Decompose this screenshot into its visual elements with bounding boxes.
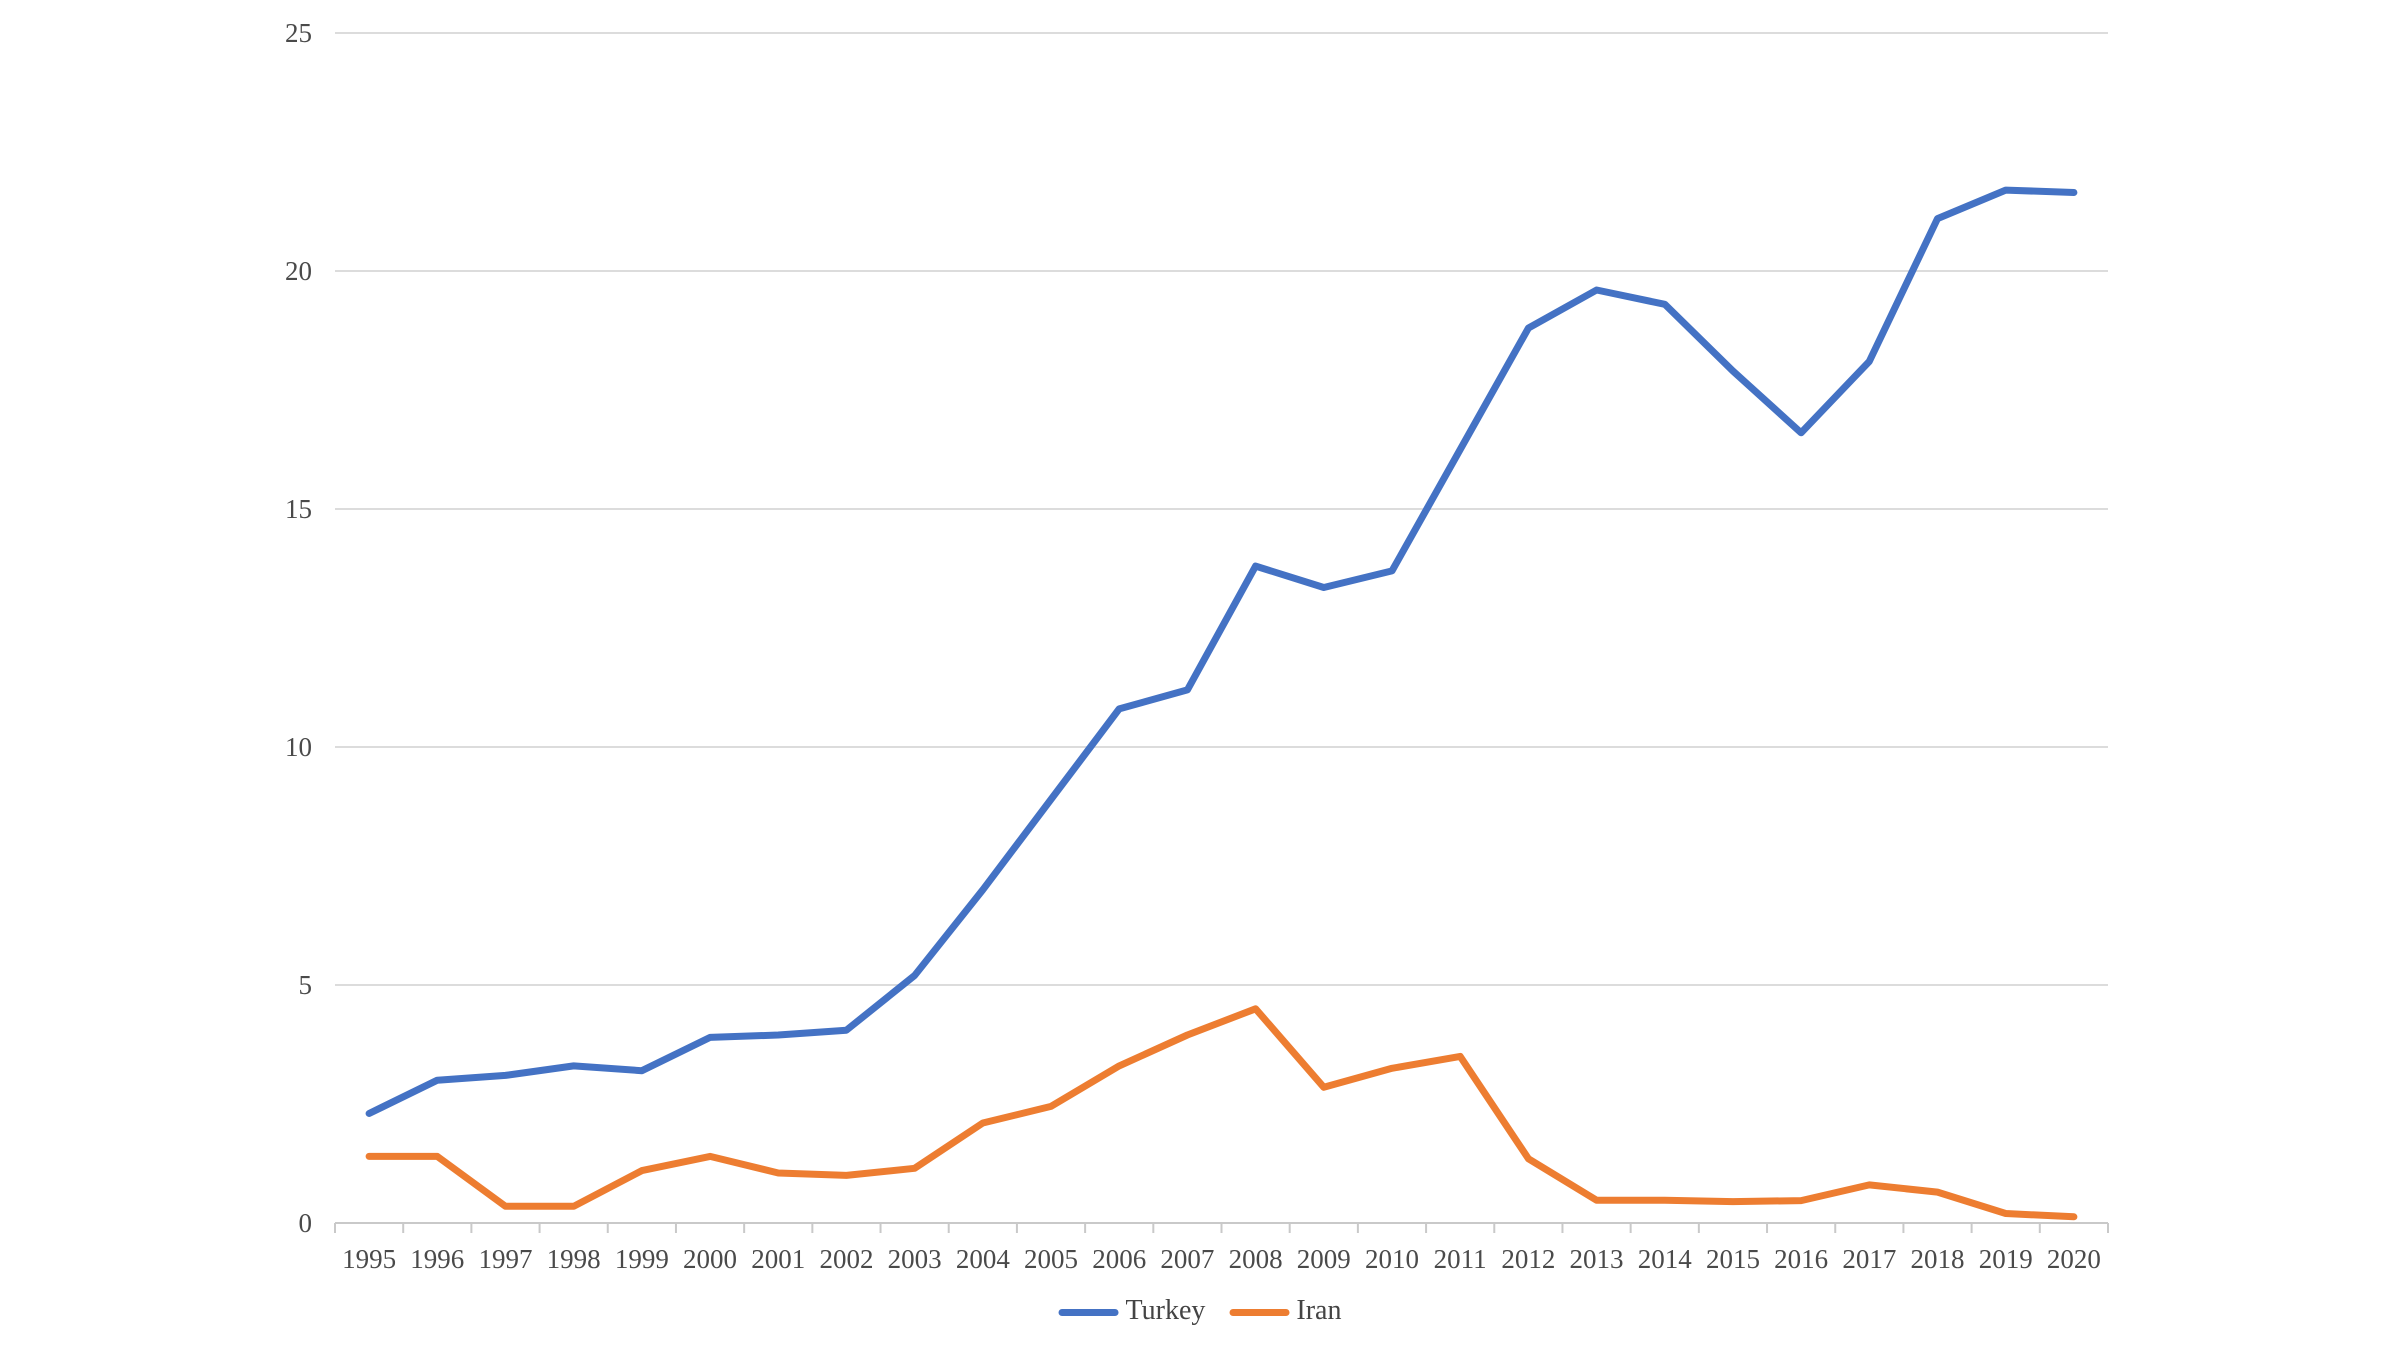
x-tick-label: 2003 [888, 1244, 942, 1274]
legend-item-iran: Iran [1229, 1297, 1341, 1327]
x-tick-label: 2007 [1160, 1244, 1214, 1274]
y-tick-label: 25 [285, 18, 312, 48]
x-tick-label: 2018 [1911, 1244, 1965, 1274]
x-tick-label: 2015 [1706, 1244, 1760, 1274]
gridlines [335, 32, 2108, 1224]
x-tick-label: 2020 [2047, 1244, 2101, 1274]
x-tick-label: 2001 [751, 1244, 805, 1274]
x-tick-label: 1998 [547, 1244, 601, 1274]
x-tick-label: 2010 [1365, 1244, 1419, 1274]
x-tick-label: 2013 [1570, 1244, 1624, 1274]
legend-label-turkey: Turkey [1125, 1295, 1206, 1326]
y-tick-label: 0 [299, 1208, 313, 1238]
x-tick-label: 2011 [1434, 1244, 1487, 1274]
y-tick-label: 20 [285, 256, 312, 286]
turkey-line-swatch [1058, 1308, 1119, 1316]
x-tick-label: 2014 [1638, 1244, 1693, 1274]
legend-item-turkey: Turkey [1058, 1295, 1206, 1327]
x-axis-labels: 1995 1996 1997 1998 1999 2000 2001 2002 2003 2004… [342, 1244, 2101, 1274]
x-tick-label: 2004 [956, 1244, 1011, 1274]
x-tick-label: 2000 [683, 1244, 737, 1274]
x-tick-label: 2009 [1297, 1244, 1351, 1274]
turkey-line [365, 186, 2078, 1117]
iran-line [365, 1005, 2078, 1221]
x-axis-ticks [334, 1223, 2109, 1233]
y-axis-labels: 0 5 10 15 20 25 [285, 18, 312, 1238]
x-tick-label: 2008 [1229, 1244, 1283, 1274]
legend: Turkey Iran [1058, 1295, 1341, 1327]
x-tick-label: 1995 [342, 1244, 396, 1274]
x-tick-label: 2002 [819, 1244, 873, 1274]
x-tick-label: 2005 [1024, 1244, 1078, 1274]
iran-line-swatch [1229, 1308, 1290, 1316]
x-tick-label: 2016 [1774, 1244, 1828, 1274]
x-tick-label: 1999 [615, 1244, 669, 1274]
x-tick-label: 1996 [410, 1244, 464, 1274]
x-tick-label: 1997 [478, 1244, 532, 1274]
x-tick-label: 2006 [1092, 1244, 1146, 1274]
y-tick-label: 5 [299, 970, 313, 1000]
y-tick-label: 15 [285, 494, 312, 524]
series-lines [365, 186, 2078, 1221]
x-tick-label: 2017 [1842, 1244, 1896, 1274]
x-tick-label: 2019 [1979, 1244, 2033, 1274]
x-tick-label: 2012 [1501, 1244, 1555, 1274]
legend-label-iran: Iran [1296, 1295, 1342, 1326]
y-tick-label: 10 [285, 732, 312, 762]
